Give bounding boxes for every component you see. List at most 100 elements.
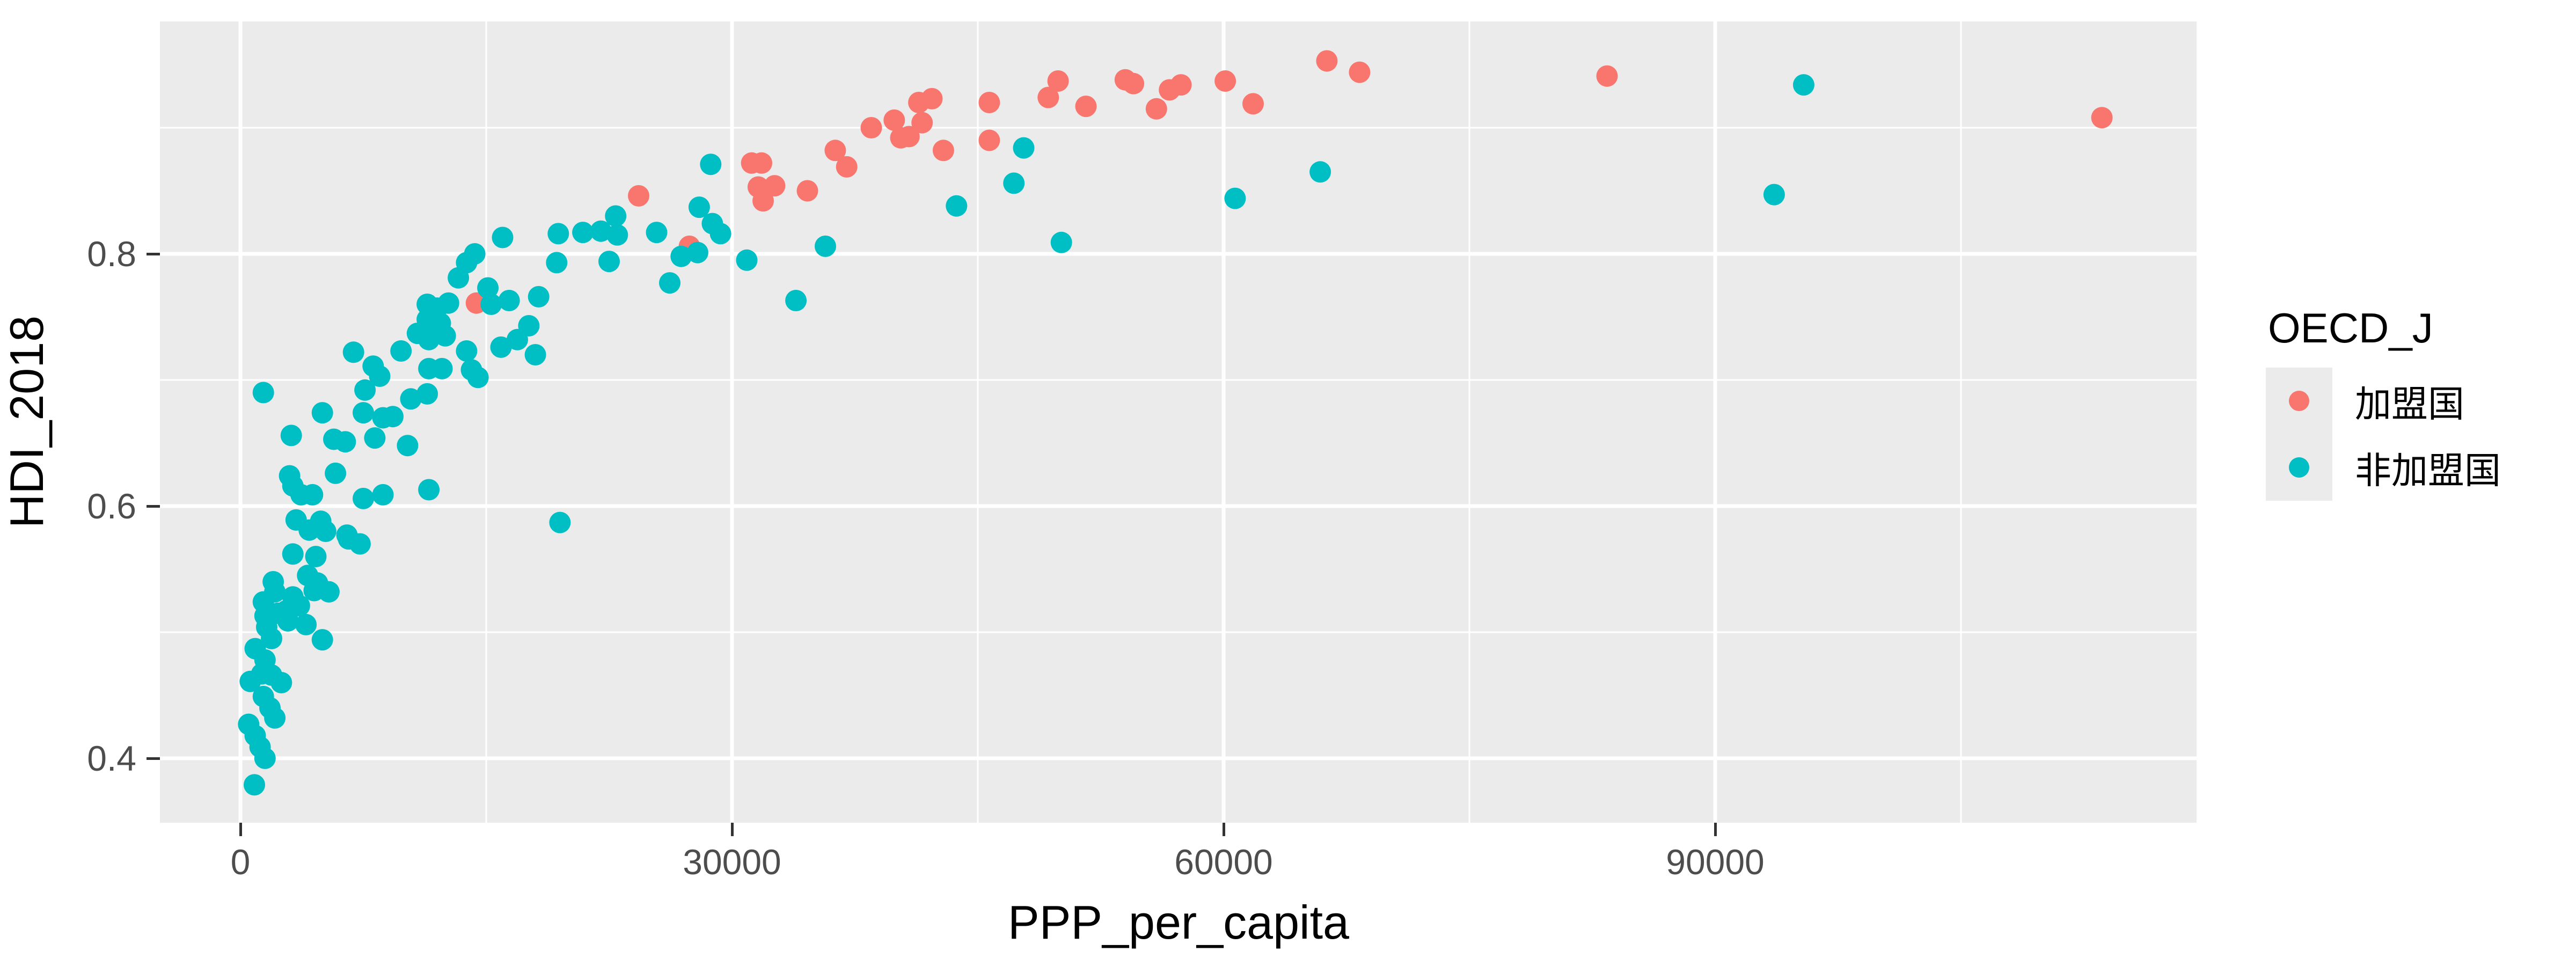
data-point (815, 235, 836, 257)
data-point (1075, 96, 1097, 118)
data-point (978, 129, 1000, 151)
legend-label-non-oecd: 非加盟国 (2355, 450, 2501, 492)
data-point (353, 487, 374, 509)
x-axis-title: PPP_per_capita (1008, 896, 1349, 949)
data-point (456, 340, 478, 362)
data-point (1316, 50, 1338, 72)
data-point (686, 241, 708, 264)
x-tick-label: 0 (230, 842, 251, 882)
data-point (280, 425, 302, 447)
data-point (736, 249, 758, 271)
data-point (646, 222, 668, 244)
data-point (390, 340, 412, 362)
data-point (598, 251, 620, 273)
data-point (751, 152, 772, 174)
x-tick-mark (239, 823, 242, 836)
data-point (764, 175, 786, 197)
data-point (518, 315, 540, 336)
data-point (670, 245, 692, 267)
data-point (353, 402, 374, 424)
data-point (860, 117, 882, 138)
data-point (354, 379, 376, 401)
data-point (492, 226, 514, 248)
plot-area (160, 21, 2197, 823)
data-point (628, 185, 649, 207)
y-tick-mark (147, 252, 160, 255)
data-point (262, 571, 284, 592)
legend-key-oecd (2266, 368, 2332, 434)
legend-dot-non-oecd-icon (2289, 457, 2309, 478)
data-point (342, 341, 364, 363)
data-point (546, 252, 568, 274)
y-tick-label: 0.6 (87, 486, 136, 526)
x-tick-mark (1222, 823, 1225, 836)
legend-dot-oecd-icon (2289, 391, 2309, 411)
data-point (836, 156, 858, 178)
y-tick-mark (147, 504, 160, 508)
data-point (1037, 86, 1059, 108)
data-point (498, 290, 520, 311)
data-point (1596, 65, 1618, 87)
data-point (325, 462, 347, 484)
y-tick-label: 0.8 (87, 234, 136, 274)
data-point (1242, 93, 1264, 115)
x-tick-label: 90000 (1666, 842, 1765, 882)
x-tick-mark (1714, 823, 1717, 836)
data-point (547, 223, 569, 245)
data-point (305, 546, 327, 567)
data-point (282, 543, 304, 565)
data-point (978, 92, 1000, 113)
data-point (1349, 61, 1371, 83)
data-point (921, 87, 943, 109)
data-point (369, 365, 391, 387)
data-point (477, 277, 499, 299)
data-point (796, 180, 818, 202)
data-point (464, 243, 486, 265)
data-point (1792, 74, 1814, 96)
data-point (785, 290, 807, 311)
data-point (824, 140, 846, 162)
data-point (659, 272, 680, 294)
plot-panel (160, 21, 2197, 823)
data-point (285, 509, 307, 531)
data-point (244, 638, 266, 660)
data-point (429, 312, 451, 334)
data-point (282, 586, 304, 608)
data-point (549, 511, 571, 533)
data-point (1145, 98, 1167, 120)
legend-label-oecd: 加盟国 (2355, 384, 2465, 425)
data-point (372, 484, 394, 506)
data-point (310, 510, 332, 532)
data-point (334, 431, 356, 453)
x-tick-mark (730, 823, 734, 836)
data-point (311, 402, 333, 424)
legend-key-non-oecd (2266, 434, 2332, 501)
data-point (709, 223, 731, 245)
data-point (480, 294, 502, 315)
data-point (572, 222, 594, 244)
data-point (349, 533, 371, 555)
data-point (946, 195, 968, 217)
data-point (1047, 70, 1069, 92)
data-point (467, 367, 489, 389)
data-point (295, 613, 317, 635)
data-point (1214, 70, 1236, 92)
data-point (279, 465, 301, 487)
data-point (302, 484, 324, 506)
data-point (437, 292, 459, 314)
data-point (700, 153, 722, 175)
data-point (1123, 72, 1145, 94)
y-tick-label: 0.4 (87, 738, 136, 778)
data-point (490, 336, 512, 358)
data-point (238, 713, 260, 735)
y-tick-mark (147, 757, 160, 760)
data-point (252, 382, 274, 404)
data-point (606, 224, 628, 246)
data-point (1309, 161, 1331, 183)
data-point (605, 205, 627, 227)
data-point (364, 427, 386, 449)
data-point (418, 479, 440, 501)
data-point (898, 126, 920, 148)
data-point (2091, 107, 2113, 129)
